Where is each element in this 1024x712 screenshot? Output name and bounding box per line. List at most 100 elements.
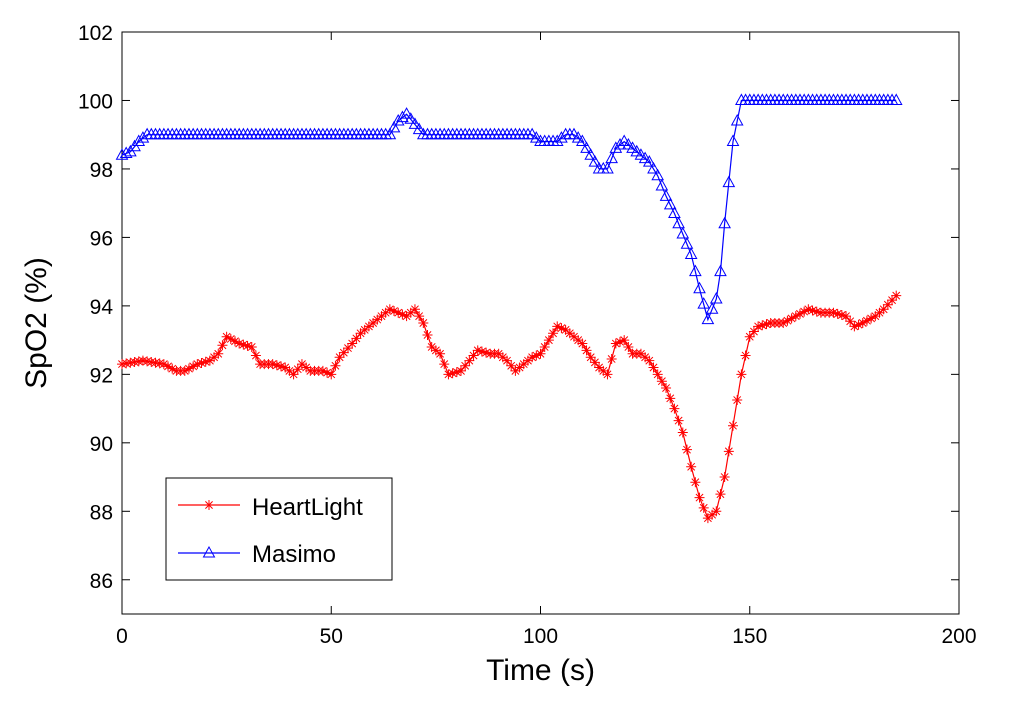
data-point-heartlight	[481, 347, 492, 358]
data-point-heartlight	[133, 356, 144, 367]
data-point-heartlight	[351, 333, 362, 344]
data-point-heartlight	[292, 364, 303, 375]
data-point-masimo	[609, 141, 623, 153]
data-point-heartlight	[698, 502, 709, 513]
data-point-heartlight	[167, 363, 178, 374]
data-point-masimo	[659, 189, 673, 201]
series-heartlight	[117, 290, 902, 524]
data-point-masimo	[588, 155, 602, 167]
data-point-heartlight	[342, 343, 353, 354]
data-point-heartlight	[217, 340, 228, 351]
y-axis-title: SpO2 (%)	[20, 257, 53, 389]
data-point-heartlight	[414, 311, 425, 322]
data-point-heartlight	[271, 360, 282, 371]
data-point-heartlight	[137, 355, 148, 366]
y-tick-label: 94	[90, 296, 114, 319]
y-tick-label: 92	[90, 364, 113, 387]
data-point-heartlight	[288, 369, 299, 380]
data-point-heartlight	[690, 477, 701, 488]
data-point-heartlight	[866, 313, 877, 324]
y-tick-label: 90	[90, 433, 113, 456]
data-point-heartlight	[435, 348, 446, 359]
data-point-heartlight	[204, 355, 215, 366]
data-point-heartlight	[476, 346, 487, 357]
data-point-masimo	[697, 297, 711, 309]
data-point-heartlight	[640, 352, 651, 363]
data-point-heartlight	[472, 345, 483, 356]
data-point-heartlight	[250, 350, 261, 361]
tick-labels: 0 50 100 150 200 86 88 90 92 94 96 98 100 102	[78, 22, 977, 648]
data-point-masimo	[684, 247, 698, 260]
data-point-masimo	[676, 226, 690, 239]
data-point-heartlight	[317, 365, 328, 376]
data-point-heartlight	[560, 324, 571, 335]
data-point-masimo	[412, 122, 426, 135]
data-point-masimo	[550, 134, 564, 147]
data-point-masimo	[584, 148, 598, 160]
data-point-heartlight	[681, 444, 692, 455]
data-point-heartlight	[451, 367, 462, 378]
data-point-masimo	[688, 264, 702, 277]
x-tick-label: 0	[116, 625, 128, 648]
data-point-heartlight	[389, 306, 400, 317]
data-point-heartlight	[301, 362, 312, 373]
data-point-heartlight	[213, 348, 224, 359]
data-point-heartlight	[610, 338, 621, 349]
data-point-heartlight	[447, 368, 458, 379]
x-axis-title: Time (s)	[486, 654, 595, 687]
data-point-heartlight	[514, 362, 525, 373]
data-point-heartlight	[163, 361, 174, 372]
data-point-masimo	[605, 151, 618, 164]
data-point-heartlight	[807, 305, 818, 316]
data-point-heartlight	[723, 446, 734, 457]
data-point-heartlight	[376, 311, 387, 322]
data-point-heartlight	[200, 356, 211, 367]
data-point-heartlight	[615, 336, 626, 347]
data-point-heartlight	[422, 329, 433, 340]
data-point-heartlight	[635, 348, 646, 359]
data-point-heartlight	[225, 333, 236, 344]
series-masimo	[115, 93, 903, 325]
data-point-heartlight	[234, 338, 245, 349]
data-point-heartlight	[188, 361, 199, 372]
data-point-heartlight	[656, 376, 667, 387]
data-point-heartlight	[585, 352, 596, 363]
data-point-heartlight	[736, 369, 747, 380]
data-point-heartlight	[242, 340, 253, 351]
data-point-heartlight	[564, 328, 575, 339]
data-point-heartlight	[121, 358, 132, 369]
data-point-heartlight	[673, 415, 684, 426]
data-point-heartlight	[841, 311, 852, 322]
legend-sample-masimo	[178, 545, 240, 558]
data-point-heartlight	[397, 309, 408, 320]
data-point-heartlight	[280, 362, 291, 373]
data-point-heartlight	[468, 350, 479, 361]
data-point-heartlight	[347, 338, 358, 349]
data-point-masimo	[387, 120, 401, 133]
data-point-heartlight	[229, 336, 240, 347]
data-point-heartlight	[548, 328, 559, 339]
data-point-heartlight	[117, 359, 127, 370]
data-point-heartlight	[828, 307, 839, 318]
data-point-heartlight	[790, 311, 801, 322]
y-tick-label: 88	[90, 501, 113, 524]
data-point-heartlight	[531, 350, 542, 361]
data-point-heartlight	[799, 306, 810, 317]
data-point-heartlight	[384, 304, 395, 315]
data-point-masimo	[709, 291, 723, 304]
data-point-heartlight	[711, 506, 722, 517]
data-point-heartlight	[619, 335, 630, 346]
data-point-heartlight	[154, 358, 165, 369]
data-point-heartlight	[832, 308, 843, 319]
data-point-heartlight	[740, 350, 751, 361]
data-point-masimo	[555, 131, 568, 143]
data-point-heartlight	[246, 341, 257, 352]
data-point-masimo	[714, 264, 727, 277]
data-point-heartlight	[644, 355, 655, 366]
data-point-masimo	[655, 179, 669, 191]
data-point-heartlight	[493, 348, 504, 359]
data-point-heartlight	[556, 323, 567, 334]
data-point-masimo	[668, 206, 681, 218]
x-tick-label: 50	[320, 625, 343, 648]
data-point-masimo	[580, 141, 593, 153]
